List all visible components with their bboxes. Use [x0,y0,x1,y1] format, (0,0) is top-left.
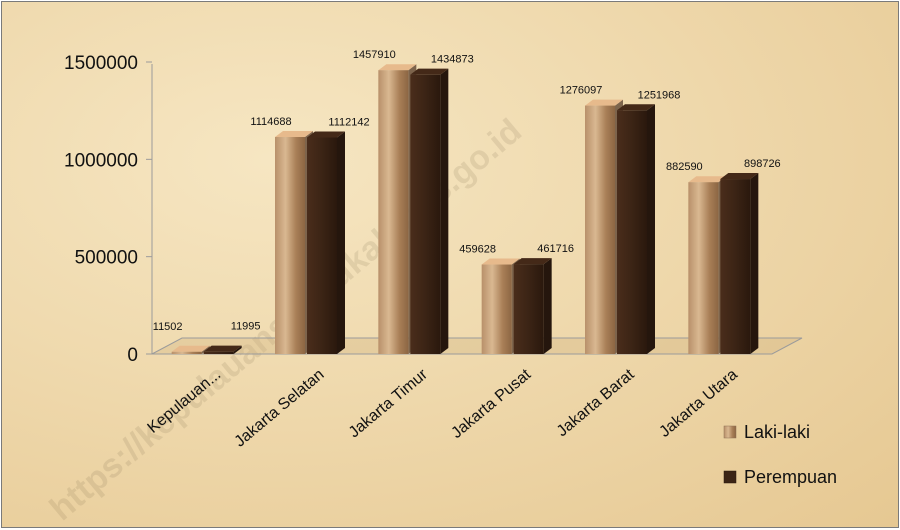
bar-top-face [688,176,727,183]
bar-top-face [513,258,552,265]
bar-front-face [307,137,337,354]
data-label: 882590 [666,161,703,173]
bar-front-face [720,179,751,354]
bar-side-face [543,258,552,354]
x-category-label: Jakarta Barat [554,366,638,441]
y-tick-label: 0 [127,345,138,366]
x-category-label: Jakarta Selatan [231,366,327,450]
bar-perempuan [203,345,242,354]
data-label: 461716 [537,243,574,255]
bar-front-face [513,264,544,354]
data-label: 1457910 [353,49,396,61]
bar-top-face [410,68,449,75]
bar-top-face [585,99,623,106]
legend-label: Perempuan [744,467,837,487]
data-label: 1114688 [250,116,291,128]
bar-side-face [337,131,345,354]
bar-perempuan [617,104,655,354]
bar-top-face [203,345,242,352]
bar-side-face [750,173,759,354]
legend-item-laki-laki: Laki-laki [723,422,810,442]
bar-front-face [275,137,305,354]
bar-perempuan [307,131,345,354]
bar-front-face [171,351,202,354]
legend-item-perempuan: Perempuan [723,467,837,487]
bar-front-face [617,110,647,354]
legend-swatch [723,470,737,484]
bar-front-face [203,351,234,354]
data-label: 11995 [231,321,261,333]
data-label: 898726 [744,158,781,170]
legend-label: Laki-laki [744,422,810,442]
x-category-label: Jakarta Pusat [448,366,534,442]
bar-perempuan [513,258,552,354]
bar-top-face [275,131,313,138]
bar-perempuan [410,68,449,355]
bar-top-face [617,104,655,111]
legend-swatch [723,425,737,439]
data-label: 459628 [459,244,496,256]
bar-side-face [233,345,242,354]
data-label: 1251968 [638,89,681,101]
data-label: 1434873 [431,54,474,66]
bar-top-face [171,345,210,352]
bar-side-face [440,68,449,355]
bar-front-face [585,105,615,354]
bar-top-face [307,131,345,138]
bar-front-face [410,74,441,355]
bar-perempuan [720,173,759,354]
bar-top-face [481,258,520,265]
bar-front-face [481,264,512,354]
bar-top-face [378,64,417,71]
bar-side-face [647,104,655,354]
data-label: 1276097 [560,85,603,97]
y-tick-label: 1000000 [64,150,138,171]
bar-top-face [720,173,759,180]
y-tick-label: 500000 [75,248,138,269]
data-label: 11502 [153,321,183,333]
bar-front-face [378,70,409,355]
bar-front-face [688,182,719,354]
data-label: 1112142 [328,117,369,129]
x-category-label: Jakarta Timur [346,366,432,442]
y-tick-label: 1500000 [64,53,138,74]
